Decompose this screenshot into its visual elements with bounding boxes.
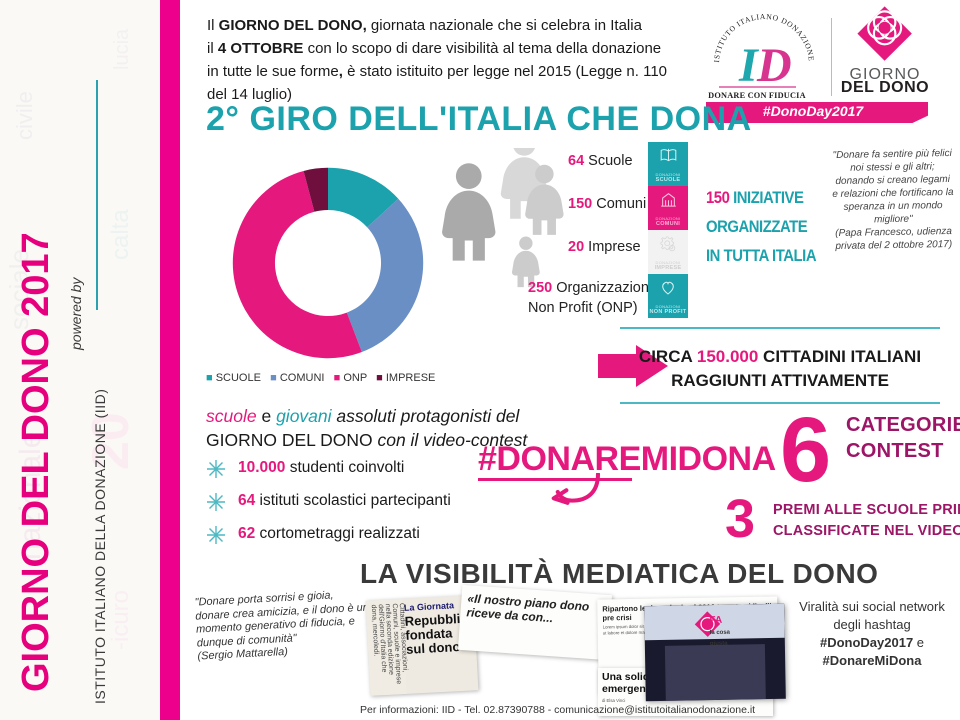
svg-text:DONARE CON FIDUCIA: DONARE CON FIDUCIA: [708, 91, 806, 99]
svg-text:D: D: [756, 39, 792, 92]
